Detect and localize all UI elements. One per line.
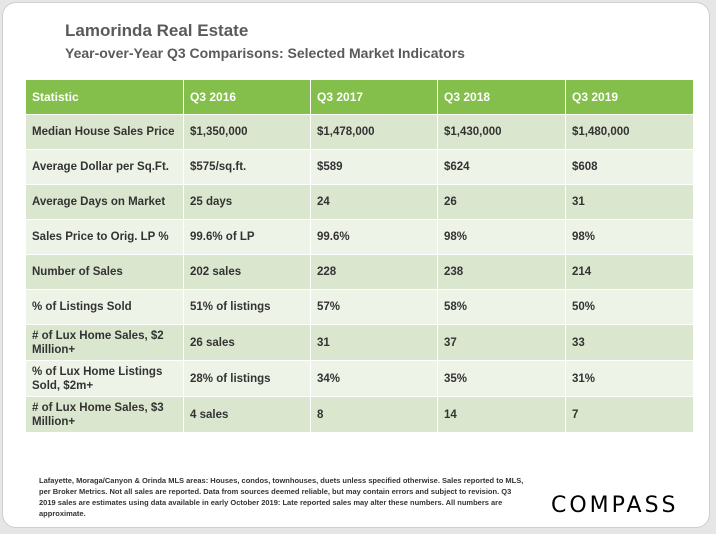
table-cell: $1,430,000 bbox=[437, 114, 566, 150]
row-label: % of Lux Home Listings Sold, $2m+ bbox=[25, 360, 184, 397]
table-cell: 57% bbox=[310, 289, 438, 325]
column-header-q3-2017: Q3 2017 bbox=[310, 79, 438, 115]
slide: Lamorinda Real Estate Year-over-Year Q3 … bbox=[2, 2, 710, 528]
table-cell: 8 bbox=[310, 396, 438, 433]
table-row: # of Lux Home Sales, $3 Million+ 4 sales… bbox=[25, 396, 694, 433]
table-cell: 35% bbox=[437, 360, 566, 397]
table-cell: 238 bbox=[437, 254, 566, 290]
column-header-statistic: Statistic bbox=[25, 79, 184, 115]
table-header-row: Statistic Q3 2016 Q3 2017 Q3 2018 Q3 201… bbox=[25, 79, 694, 115]
page-title: Lamorinda Real Estate bbox=[65, 21, 249, 40]
row-label: Average Days on Market bbox=[25, 184, 184, 220]
column-header-q3-2019: Q3 2019 bbox=[565, 79, 694, 115]
table-cell: 99.6% bbox=[310, 219, 438, 255]
table-row: Average Days on Market 25 days 24 26 31 bbox=[25, 184, 694, 220]
footnote: Lafayette, Moraga/Canyon & Orinda MLS ar… bbox=[39, 476, 524, 518]
page-subtitle: Year-over-Year Q3 Comparisons: Selected … bbox=[65, 45, 465, 61]
row-label: Number of Sales bbox=[25, 254, 184, 290]
table-cell: 50% bbox=[565, 289, 694, 325]
table-cell: 99.6% of LP bbox=[183, 219, 311, 255]
row-label: Median House Sales Price bbox=[25, 114, 184, 150]
row-label: % of Listings Sold bbox=[25, 289, 184, 325]
table-row: Sales Price to Orig. LP % 99.6% of LP 99… bbox=[25, 219, 694, 255]
market-indicators-table: Statistic Q3 2016 Q3 2017 Q3 2018 Q3 201… bbox=[25, 79, 694, 433]
row-label: Average Dollar per Sq.Ft. bbox=[25, 149, 184, 185]
table-cell: $608 bbox=[565, 149, 694, 185]
row-label: # of Lux Home Sales, $2 Million+ bbox=[25, 324, 184, 361]
table-cell: 228 bbox=[310, 254, 438, 290]
table-cell: $1,480,000 bbox=[565, 114, 694, 150]
table-cell: 34% bbox=[310, 360, 438, 397]
table-cell: 31 bbox=[310, 324, 438, 361]
table-cell: $1,350,000 bbox=[183, 114, 311, 150]
table-cell: $575/sq.ft. bbox=[183, 149, 311, 185]
table-row: Median House Sales Price $1,350,000 $1,4… bbox=[25, 114, 694, 150]
table-cell: 28% of listings bbox=[183, 360, 311, 397]
table-cell: $589 bbox=[310, 149, 438, 185]
table-cell: 58% bbox=[437, 289, 566, 325]
table-cell: 51% of listings bbox=[183, 289, 311, 325]
column-header-q3-2018: Q3 2018 bbox=[437, 79, 566, 115]
table-cell: 31 bbox=[565, 184, 694, 220]
table-cell: 31% bbox=[565, 360, 694, 397]
table-cell: $624 bbox=[437, 149, 566, 185]
table-cell: 214 bbox=[565, 254, 694, 290]
table-cell: $1,478,000 bbox=[310, 114, 438, 150]
row-label: # of Lux Home Sales, $3 Million+ bbox=[25, 396, 184, 433]
table-row: % of Listings Sold 51% of listings 57% 5… bbox=[25, 289, 694, 325]
table-cell: 98% bbox=[565, 219, 694, 255]
column-header-q3-2016: Q3 2016 bbox=[183, 79, 311, 115]
table-cell: 25 days bbox=[183, 184, 311, 220]
table-cell: 4 sales bbox=[183, 396, 311, 433]
table-cell: 37 bbox=[437, 324, 566, 361]
table-cell: 33 bbox=[565, 324, 694, 361]
table-cell: 24 bbox=[310, 184, 438, 220]
table-cell: 98% bbox=[437, 219, 566, 255]
table-cell: 26 sales bbox=[183, 324, 311, 361]
compass-logo: COMPASS bbox=[551, 493, 679, 518]
table-cell: 14 bbox=[437, 396, 566, 433]
row-label: Sales Price to Orig. LP % bbox=[25, 219, 184, 255]
table-row: # of Lux Home Sales, $2 Million+ 26 sale… bbox=[25, 324, 694, 361]
table-row: Number of Sales 202 sales 228 238 214 bbox=[25, 254, 694, 290]
table-cell: 202 sales bbox=[183, 254, 311, 290]
table-cell: 7 bbox=[565, 396, 694, 433]
table-row: % of Lux Home Listings Sold, $2m+ 28% of… bbox=[25, 360, 694, 397]
table-cell: 26 bbox=[437, 184, 566, 220]
table-row: Average Dollar per Sq.Ft. $575/sq.ft. $5… bbox=[25, 149, 694, 185]
